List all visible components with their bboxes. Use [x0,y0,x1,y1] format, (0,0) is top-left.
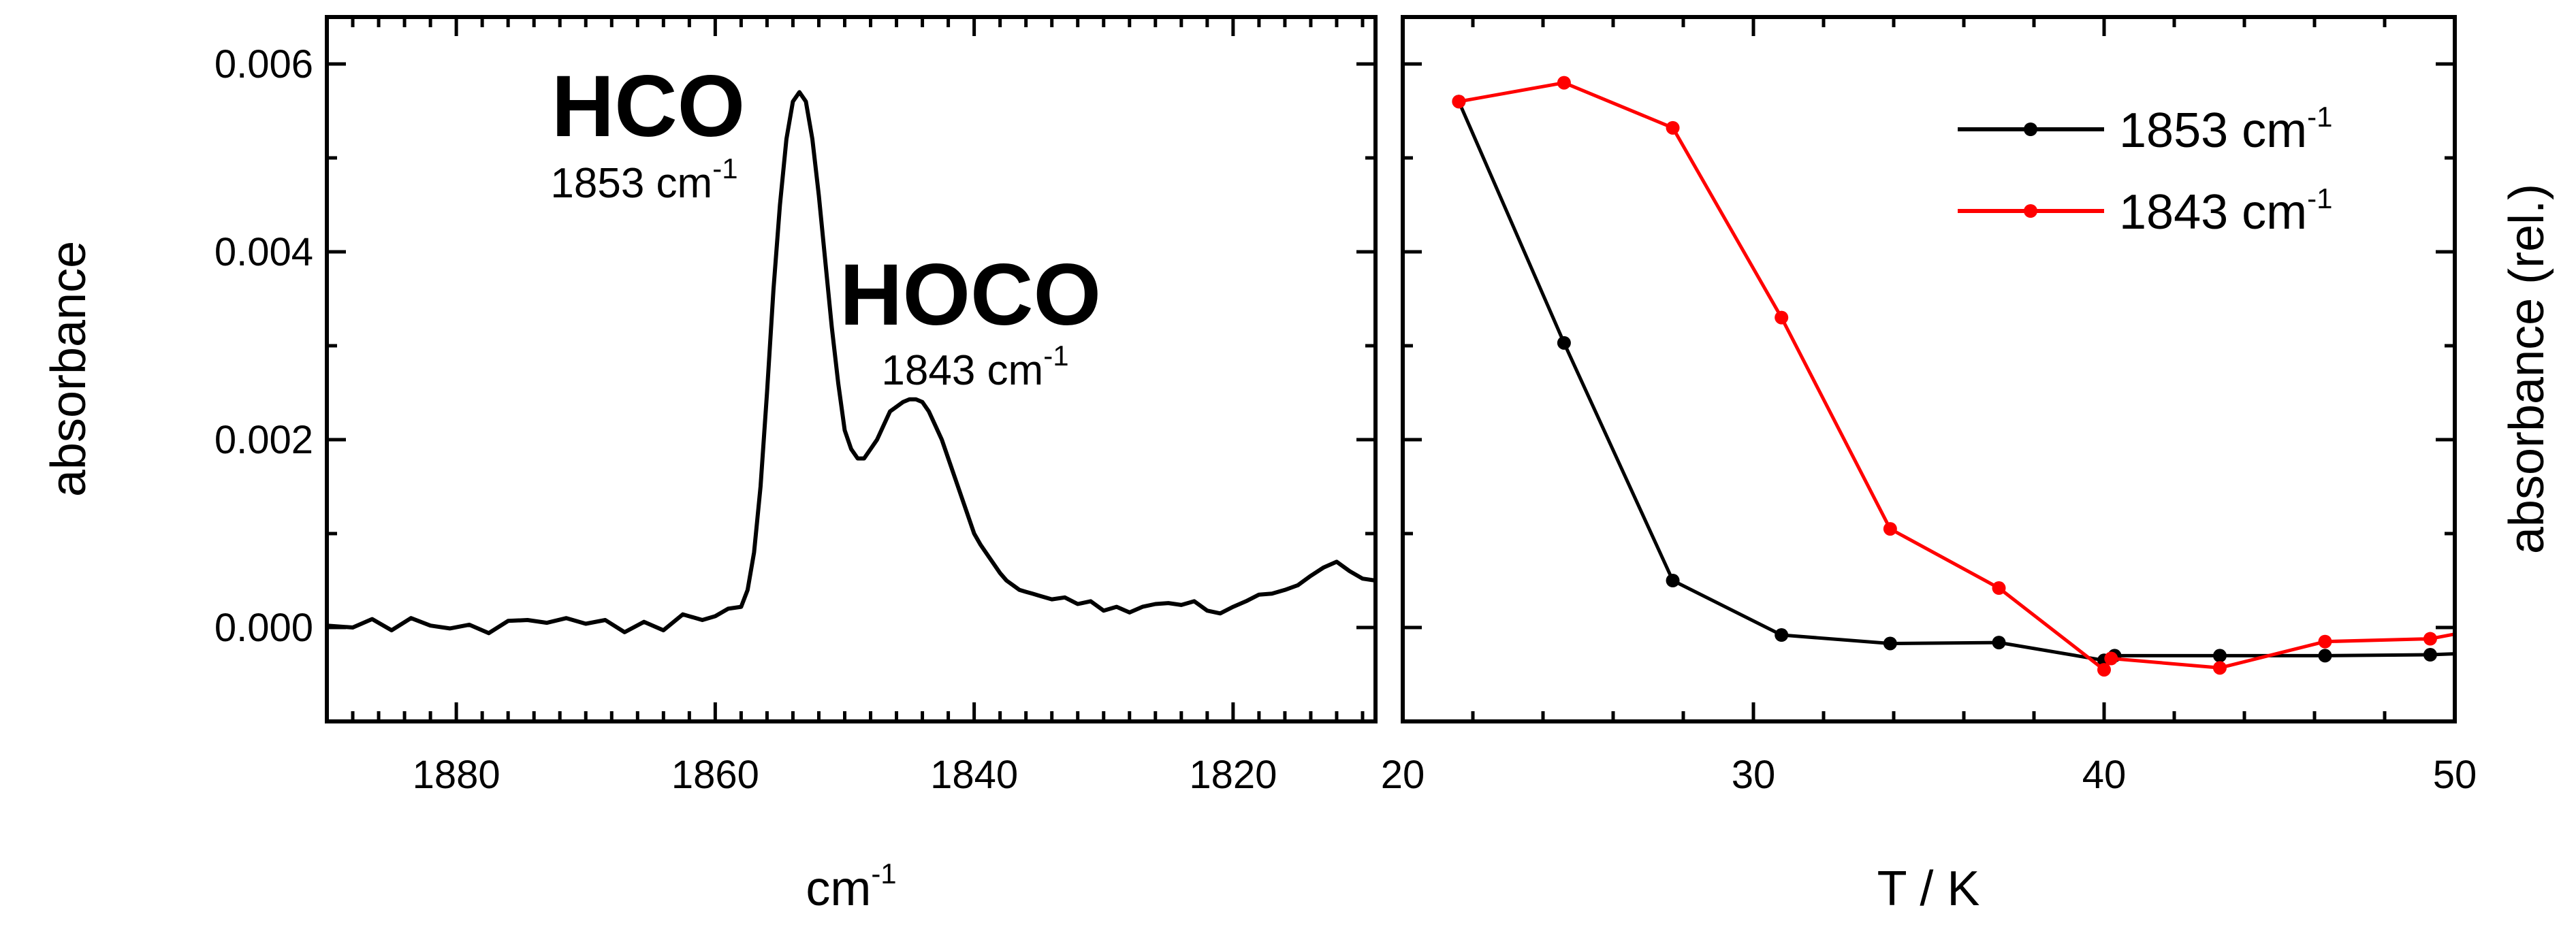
legend-label-1843: 1843 cm-1 [2119,182,2333,240]
annotation-hco-wavenumber: 1853 cm-1 [550,152,737,207]
series-line-1 [1458,81,2455,672]
series-point-1 [1452,95,1466,109]
left-y-axis-title: absorbance [42,241,96,497]
series-point-0 [1883,636,1897,651]
right-x-ticks: 20 30 40 50 [1381,17,2477,797]
right-x-tick-label: 50 [2433,753,2477,797]
right-plot-frame [1401,15,2457,723]
series-line-0 [1457,101,2455,662]
right-x-axis-title: T / K [1877,862,1980,916]
series-point-1 [2318,634,2332,649]
left-y-tick-label: 0.004 [214,230,313,274]
series-point-0 [2212,649,2227,663]
left-x-ticks: 1880 1860 1840 1820 [351,17,1365,797]
series-point-1 [1775,310,1789,325]
left-y-tick-label: 0.000 [214,606,313,650]
series-point-1 [1883,522,1897,536]
annotation-hoco-wavenumber: 1843 cm-1 [881,340,1068,394]
left-x-axis-title: cm-1 [806,858,896,916]
left-y-tick-label: 0.006 [214,42,313,86]
left-series-layer [326,90,1376,636]
legend-label-1853: 1853 cm-1 [2119,101,2333,158]
series-point-1 [2212,661,2227,675]
right-x-tick-label: 30 [1732,753,1776,797]
right-chart-panel: 20 30 40 50 absorbance (rel.) T / K 1853 cm… [1381,15,2554,916]
left-y-tick-label: 0.002 [214,418,313,462]
spectrum-line [326,90,1376,636]
series-point-0 [2423,648,2437,662]
right-y-axis-title: absorbance (rel.) [2500,184,2554,554]
series-point-1 [2097,663,2111,677]
left-x-tick-label: 1860 [671,753,759,797]
right-y-ticks [1403,62,2455,723]
annotation-hco-label: HCO [552,58,745,155]
annotation-hoco-label: HOCO [840,246,1101,344]
left-chart-panel: 1880 1860 1840 1820 0.000 0.002 0.004 0.006 ab… [42,15,1378,916]
series-point-0 [1775,628,1789,642]
left-x-tick-label: 1880 [413,753,500,797]
series-point-0 [1992,636,2006,650]
series-point-1 [1992,581,2006,596]
left-x-tick-label: 1820 [1189,753,1277,797]
right-x-tick-label: 40 [2082,753,2127,797]
series-point-1 [1666,120,1680,135]
series-point-0 [1666,574,1680,587]
series-point-0 [2318,649,2332,663]
legend-marker-1843 [2024,204,2037,218]
series-point-1 [1557,76,1571,90]
left-plot-frame [325,15,1378,723]
right-x-tick-label: 20 [1381,753,1425,797]
legend-marker-1853 [2024,123,2037,136]
legend: 1853 cm-1 1843 cm-1 [1958,101,2333,240]
left-y-ticks: 0.000 0.002 0.004 0.006 [214,42,1376,723]
right-series-layer [1452,76,2455,677]
series-point-1 [2423,632,2437,646]
left-x-tick-label: 1840 [930,753,1018,797]
series-point-1 [2104,651,2118,666]
series-point-0 [1557,336,1571,350]
